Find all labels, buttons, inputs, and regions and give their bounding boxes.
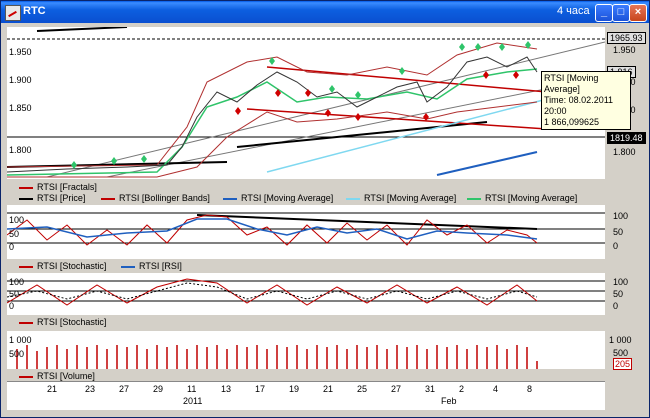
title-bar[interactable]: RTC 4 часа _ □ ×: [1, 1, 649, 23]
tooltip-series: RTSI [Moving Average]: [544, 73, 599, 94]
legend-stochastic-2-label: RTSI [Stochastic]: [37, 317, 107, 327]
price-chart-pane[interactable]: [6, 26, 606, 179]
legend-fractals[interactable]: RTSI [Fractals]: [19, 182, 97, 192]
osc1-right-0: 0: [613, 241, 619, 251]
volume-chart: [16, 345, 538, 369]
volume-right-500: 500: [613, 348, 629, 358]
left-scale-1900: 1.900: [9, 75, 32, 85]
legend-ma-light[interactable]: RTSI [Moving Average]: [346, 193, 456, 203]
date-21-jan: 21: [323, 384, 334, 394]
date-17: 17: [255, 384, 266, 394]
price-tag-bottom: 1819.48: [607, 132, 646, 144]
legend-rsi-label: RTSI [RSI]: [139, 261, 182, 271]
date-13: 13: [221, 384, 232, 394]
osc2-left-100: 100: [9, 277, 25, 287]
window-title: RTC: [23, 5, 46, 17]
stochastic-rsi-chart: [6, 212, 605, 246]
osc1-right-100: 100: [613, 211, 629, 221]
date-27-jan: 27: [391, 384, 402, 394]
close-button[interactable]: ×: [629, 4, 647, 22]
legend-ma-light-label: RTSI [Moving Average]: [364, 193, 457, 203]
date-2: 2: [459, 384, 465, 394]
legend-price[interactable]: RTSI [Price]: [19, 193, 85, 203]
legend-stochastic-1[interactable]: RTSI [Stochastic]: [19, 261, 106, 271]
date-11: 11: [187, 384, 197, 394]
osc2-right-0: 0: [613, 301, 619, 311]
date-23: 23: [85, 384, 96, 394]
date-21: 21: [47, 384, 58, 394]
legend-ma-blue-label: RTSI [Moving Average]: [241, 193, 334, 203]
legend-price-label: RTSI [Price]: [37, 193, 86, 203]
year-label: 2011: [183, 396, 203, 406]
timeframe-label: 4 часа: [557, 5, 590, 17]
minimize-button[interactable]: _: [595, 4, 613, 22]
date-25: 25: [357, 384, 368, 394]
legend-ma-green[interactable]: RTSI [Moving Average]: [467, 193, 577, 203]
legend-ma-blue[interactable]: RTSI [Moving Average]: [223, 193, 333, 203]
legend-stochastic-2[interactable]: RTSI [Stochastic]: [19, 317, 106, 327]
date-8: 8: [527, 384, 533, 394]
left-scale-1950: 1.950: [9, 47, 32, 57]
date-31: 31: [425, 384, 436, 394]
legend-volume[interactable]: RTSI [Volume]: [19, 371, 95, 381]
legend-stochastic-1-label: RTSI [Stochastic]: [37, 261, 107, 271]
date-axis: 21 23 27 29 11 13 17 19 21 25 27 31 2 4 …: [7, 381, 605, 410]
volume-pane[interactable]: [7, 331, 605, 369]
tooltip-time: Time: 08.02.2011 20:00: [544, 95, 614, 116]
osc1-left-100: 100: [9, 215, 25, 225]
stochastic-pane[interactable]: [6, 273, 605, 315]
price-scale-1800: 1.800: [613, 147, 636, 157]
osc1-left-50: 50: [9, 229, 20, 239]
month-label: Feb: [441, 396, 457, 406]
osc2-left-50: 50: [9, 289, 20, 299]
maximize-button[interactable]: □: [612, 4, 630, 22]
volume-left-500: 500: [9, 349, 25, 359]
osc1-left-0: 0: [9, 242, 15, 252]
volume-left-1000: 1 000: [9, 335, 32, 345]
stochastic-chart: [6, 278, 605, 306]
legend-volume-label: RTSI [Volume]: [37, 371, 95, 381]
legend-bollinger[interactable]: RTSI [Bollinger Bands]: [101, 193, 210, 203]
legend-fractals-label: RTSI [Fractals]: [37, 182, 97, 192]
left-scale-1850: 1.850: [9, 103, 32, 113]
osc2-right-50: 50: [613, 289, 624, 299]
stochastic-rsi-pane[interactable]: [6, 205, 605, 259]
date-19: 19: [289, 384, 300, 394]
volume-right-1000: 1 000: [609, 335, 632, 345]
legend-bollinger-label: RTSI [Bollinger Bands]: [119, 193, 210, 203]
date-29: 29: [153, 384, 164, 394]
osc2-left-0: 0: [9, 301, 15, 311]
moving-average-tooltip: RTSI [Moving Average] Time: 08.02.2011 2…: [541, 71, 631, 130]
price-chart: [6, 26, 606, 178]
osc1-right-50: 50: [613, 227, 624, 237]
left-scale-1800: 1.800: [9, 145, 32, 155]
legend-ma-green-label: RTSI [Moving Average]: [485, 193, 578, 203]
date-4: 4: [493, 384, 499, 394]
volume-last-value: 205: [613, 358, 633, 370]
price-scale-1950: 1.950: [613, 45, 636, 55]
price-tag-top: 1965.93: [607, 32, 646, 44]
tooltip-value: 1 866,099625: [544, 117, 600, 127]
chart-app-icon: [5, 5, 21, 21]
date-27: 27: [119, 384, 130, 394]
legend-rsi[interactable]: RTSI [RSI]: [121, 261, 182, 271]
osc2-right-100: 100: [613, 277, 629, 287]
